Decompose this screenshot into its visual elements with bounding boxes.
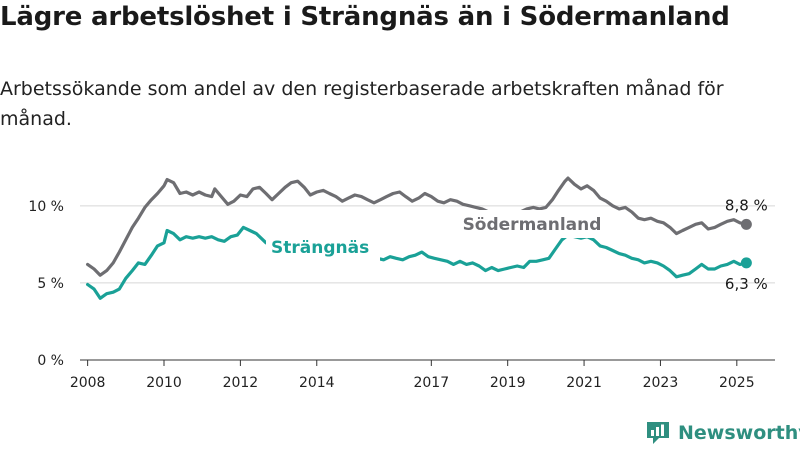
x-tick-label: 2010: [146, 375, 182, 391]
brand-name: Newsworthy: [678, 422, 800, 444]
x-tick-label: 2023: [643, 375, 679, 391]
end-value-label: 6,3 %: [725, 275, 768, 293]
newsworthy-logo-icon: [647, 422, 669, 444]
x-tick-label: 2017: [413, 375, 449, 391]
y-tick-label: 0 %: [37, 353, 64, 369]
x-tick-label: 2012: [223, 375, 259, 391]
end-value-label: 8,8 %: [725, 196, 768, 214]
x-tick-label: 2025: [719, 375, 755, 391]
x-tick-label: 2021: [566, 375, 602, 391]
x-tick-label: 2008: [70, 375, 106, 391]
y-tick-label: 10 %: [28, 199, 64, 215]
x-tick-label: 2014: [299, 375, 335, 391]
series-label-strangnas: Strängnäs: [271, 238, 369, 258]
series-line-0: [86, 176, 748, 277]
brand-logo: Newsworthy: [645, 420, 800, 446]
x-tick-label: 2019: [490, 375, 526, 391]
series-label-halo: [454, 210, 611, 238]
endpoint-marker: [740, 218, 752, 230]
series-line-1: [86, 225, 748, 300]
series-label-sodermanland: Södermanland: [463, 215, 602, 235]
chart-title: Lägre arbetslöshet i Strängnäs än i Söde…: [0, 2, 730, 32]
chart-subtitle: Arbetssökande som andel av den registerb…: [0, 78, 724, 130]
series-label-halo: [266, 233, 380, 261]
endpoint-marker: [740, 257, 752, 269]
y-tick-label: 5 %: [37, 276, 64, 292]
